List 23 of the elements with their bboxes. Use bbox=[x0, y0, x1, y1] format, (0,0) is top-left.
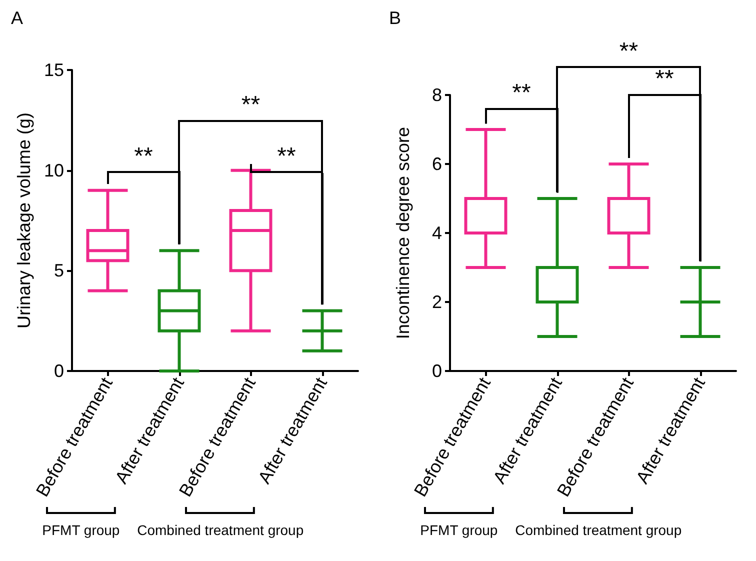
y-tick-label: 0 bbox=[432, 361, 442, 381]
y-axis-title: Incontinence degree score bbox=[393, 126, 413, 340]
text: ** bbox=[619, 38, 638, 65]
text: Combined treatment group bbox=[137, 522, 304, 538]
y-tick-label: 4 bbox=[432, 223, 442, 243]
y-tick-label: 0 bbox=[54, 361, 64, 381]
y-axis-title: Urinary leakage volume (g) bbox=[14, 112, 34, 329]
text: ** bbox=[655, 66, 674, 92]
y-tick-label: 10 bbox=[44, 160, 64, 180]
annotation: ** bbox=[241, 92, 260, 119]
annotation: ** bbox=[512, 79, 531, 106]
text: PFMT group bbox=[42, 522, 120, 538]
y-tick-label: 5 bbox=[54, 260, 64, 281]
text: PFMT group bbox=[420, 522, 498, 538]
chart-title: B bbox=[389, 8, 402, 28]
annotation: ** bbox=[134, 142, 153, 170]
y-tick-label: 6 bbox=[432, 154, 442, 174]
annotation: ** bbox=[277, 142, 296, 170]
chart-title: A bbox=[11, 8, 24, 28]
y-tick-label: 15 bbox=[44, 60, 64, 80]
text: Combined treatment group bbox=[515, 522, 682, 538]
y-tick-label: 8 bbox=[432, 85, 442, 105]
y-tick-label: 2 bbox=[432, 292, 442, 312]
